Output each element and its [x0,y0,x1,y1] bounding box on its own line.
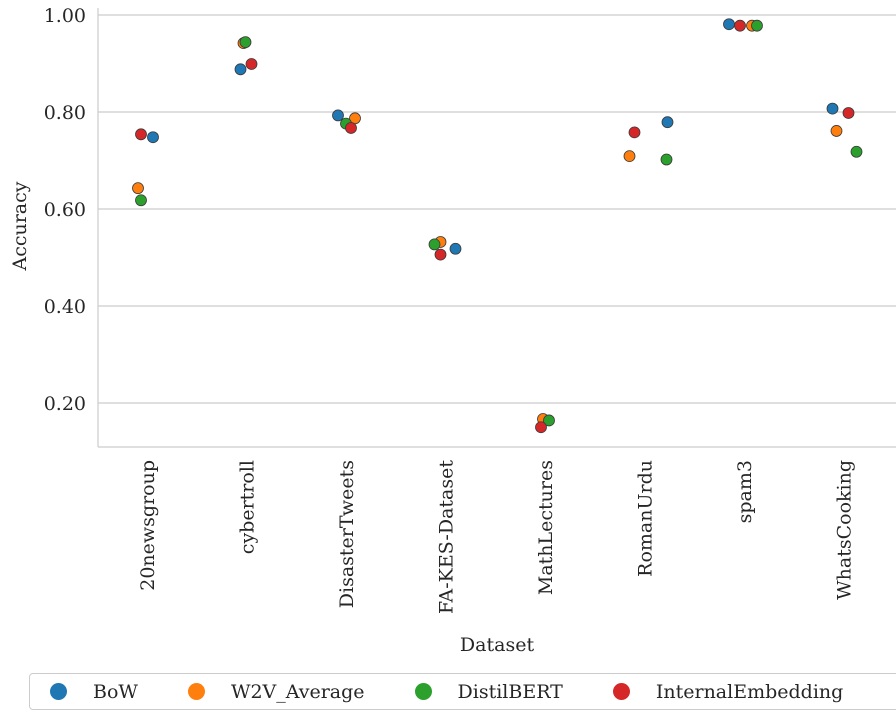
legend-label: DistilBERT [457,680,563,703]
data-point-distilbert [135,194,147,207]
y-tick-labels: 0.20 0.40 0.60 0.80 1.00 [44,5,86,415]
data-point-internalembedding [842,107,855,119]
legend-swatch [187,683,205,700]
legend-item: W2V_Average [187,680,365,703]
legend-swatch [612,683,630,700]
x-tick-label: RomanUrdu [635,460,657,577]
legend-label: BoW [93,680,138,703]
x-tick-label: 20newsgroup [137,460,159,591]
legend-swatch [50,683,67,700]
data-point-distilbert [850,145,863,158]
legend-label: W2V_Average [230,680,365,703]
data-point-distilbert [239,36,252,49]
y-tick-label: 0.80 [44,102,86,124]
legend-label: InternalEmbedding [655,680,844,703]
data-point-bow [449,242,462,255]
y-axis-label: Accuracy [9,181,31,271]
data-point-bow [723,18,735,31]
data-point-internalembedding [245,58,258,70]
data-point-distilbert [543,414,555,427]
legend-item: InternalEmbedding [612,680,844,703]
x-tick-label: cybertroll [237,460,259,554]
data-point-bow [332,109,344,122]
y-tick-label: 1.00 [44,5,86,27]
data-point-internalembedding [434,248,447,261]
x-tick-labels: 20newsgroup cybertroll DisasterTweets FA-KE… [137,460,856,614]
y-tick-label: 0.60 [44,199,86,221]
data-point-internalembedding [135,128,147,141]
data-point-distilbert [428,238,441,251]
legend: BoW W2V_Average DistilBERT InternalEmbeddin… [29,673,896,710]
x-axis-label: Dataset [460,634,535,656]
data-point-w2v-average [623,150,636,163]
data-points [132,18,863,434]
data-point-distilbert [751,19,763,32]
data-point-w2v-average [830,125,843,137]
data-point-bow [147,131,159,144]
data-point-internalembedding [535,421,547,434]
data-point-bow [661,116,674,129]
x-tick-label: FA-KES-Dataset [436,460,458,614]
data-point-internalembedding [345,122,357,134]
legend-item: DistilBERT [414,680,563,703]
data-point-distilbert [660,153,673,166]
y-tick-label: 0.20 [44,393,86,415]
x-tick-label: WhatsCooking [834,460,856,600]
grid-lines [98,14,896,404]
data-point-internalembedding [734,19,746,32]
data-point-bow [826,102,839,115]
data-point-internalembedding [628,126,641,139]
data-point-bow [234,63,247,76]
x-tick-label: DisasterTweets [336,460,358,608]
y-tick-label: 0.40 [44,296,86,318]
data-point-w2v-average [132,182,144,195]
x-tick-label: MathLectures [535,460,557,595]
legend-swatch [414,683,432,700]
legend-item: BoW [50,681,138,703]
x-tick-label: spam3 [734,460,756,523]
